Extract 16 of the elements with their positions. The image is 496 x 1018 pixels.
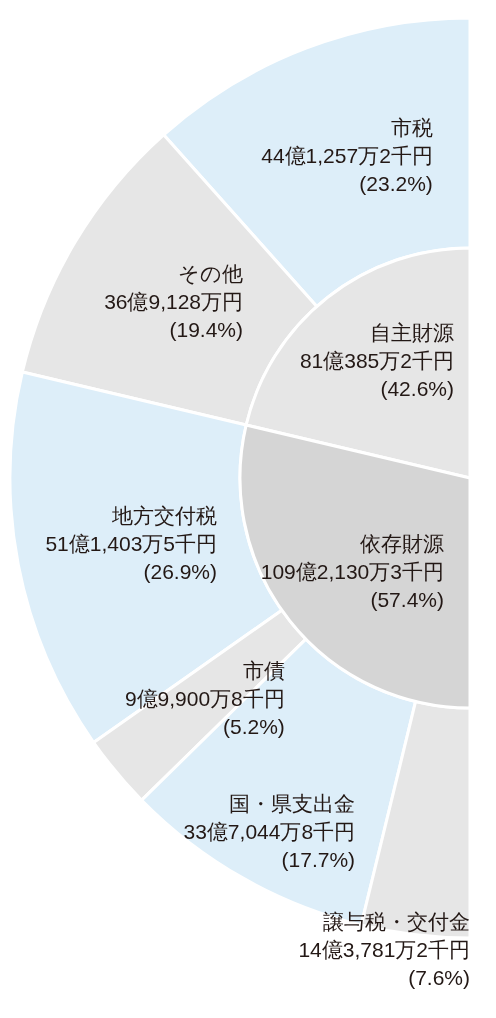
- slice-label: 依存財源: [359, 531, 444, 555]
- slice-label: 市税: [390, 116, 433, 140]
- slice-label: 市債: [242, 659, 285, 683]
- data-label: 44億1,257万2千円 (23.2%): [261, 144, 433, 196]
- slice-label: 国・県支出金: [229, 791, 356, 815]
- data-label: 9億9,900万8千円 (5.2%): [124, 687, 285, 739]
- data-label: 33億7,044万8千円 (17.7%): [183, 819, 356, 871]
- slice-label: 地方交付税: [111, 503, 218, 527]
- slice-label: その他: [178, 262, 244, 286]
- data-label: 81億385万2千円 (42.6%): [299, 348, 454, 400]
- data-label: 36億9,128万円 (19.4%): [104, 290, 244, 342]
- data-label: 14億3,781万2千円 (7.6%): [298, 937, 470, 989]
- slice-label: 譲与税・交付金: [323, 909, 470, 933]
- data-label: 51億1,403万5千円 (26.9%): [45, 531, 218, 583]
- data-label: 109億2,130万3千円 (57.4%): [260, 559, 444, 611]
- slice-label: 自主財源: [369, 320, 454, 344]
